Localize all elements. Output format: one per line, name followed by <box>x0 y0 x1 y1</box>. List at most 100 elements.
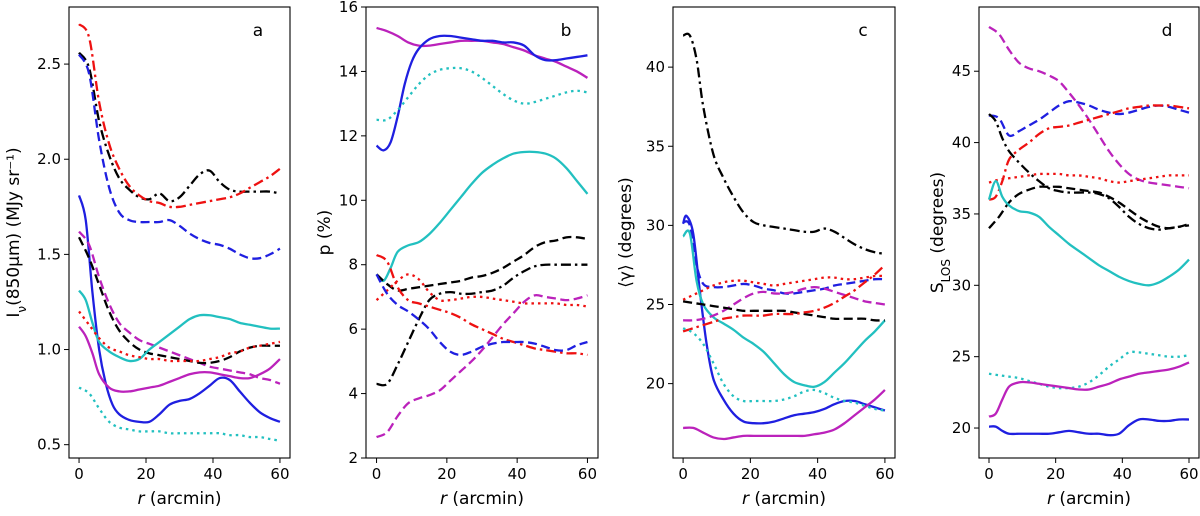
series-line-cyan-solid <box>682 229 886 389</box>
y-tick-label: 40 <box>646 58 665 76</box>
series-group <box>681 32 886 441</box>
y-tick-label: 2 <box>348 449 358 467</box>
y-tick-label: 6 <box>348 320 358 338</box>
y-tick-label: 20 <box>646 375 665 393</box>
series-line-red-dotted <box>78 310 281 363</box>
series-line-red-dashdot <box>682 264 886 333</box>
y-tick-label: 16 <box>339 0 358 16</box>
y-tick-label: 20 <box>952 419 971 437</box>
x-tick-label: 60 <box>875 465 894 483</box>
series-line-black-dashed <box>988 185 1190 230</box>
series-line-red-dotted <box>682 274 885 301</box>
series-line-cyan-dotted <box>78 386 281 443</box>
panel-b: 0 20 40 60 2 4 6 8 10 12 14 16 r (arcmin) p (%) b <box>315 0 599 509</box>
series-line-cyan-dotted <box>988 350 1190 390</box>
panel-letter: c <box>858 21 867 41</box>
x-axis-label: r (arcmin) <box>137 489 221 509</box>
axes-frame <box>365 6 599 459</box>
x-tick-label: 20 <box>1046 465 1065 483</box>
y-tick-label: 1.0 <box>37 341 61 359</box>
y-tick-label: 14 <box>339 62 358 80</box>
x-tick-label: 0 <box>372 465 382 483</box>
y-tick-label: 2.0 <box>37 150 61 168</box>
x-tick-label: 0 <box>678 465 688 483</box>
series-group <box>987 26 1190 437</box>
series-line-cyan-dotted <box>682 327 886 412</box>
series-line-black-dashdot <box>376 263 588 387</box>
y-axis-label: ⟨γ⟩ (degrees) <box>616 177 636 287</box>
panel-letter: a <box>253 21 263 41</box>
panel-a: 0 20 40 60 0.5 1.0 1.5 2.0 2.5 r (arcmin) Iν(850μm… <box>4 6 291 509</box>
series-line-cyan-solid <box>375 150 589 283</box>
x-tick-label: 20 <box>437 465 456 483</box>
axes-frame <box>672 6 896 459</box>
y-tick-label: 25 <box>646 296 665 314</box>
series-line-blue-dashed <box>78 53 281 260</box>
y-tick-label: 4 <box>348 385 358 403</box>
x-tick-label: 60 <box>1179 465 1198 483</box>
y-tick-label: 1.5 <box>37 245 61 263</box>
series-line-red-dashdot <box>988 104 1190 201</box>
series-line-magenta-dashed <box>683 285 886 322</box>
series-line-cyan-solid <box>987 179 1190 287</box>
y-tick-label: 40 <box>952 134 971 152</box>
y-tick-label: 8 <box>348 256 358 274</box>
y-tick-label: 0.5 <box>37 436 61 454</box>
series-line-red-dashdot <box>78 23 281 209</box>
y-axis-label: Iν(850μm) (MJy sr⁻¹) <box>4 147 29 317</box>
series-line-blue-solid <box>77 195 281 424</box>
series-line-magenta-dashed <box>988 26 1190 190</box>
x-tick-label: 0 <box>984 465 994 483</box>
series-line-magenta-solid <box>683 389 886 441</box>
series-line-blue-solid <box>681 214 886 425</box>
y-tick-label: 12 <box>339 127 358 145</box>
series-line-black-dashed <box>682 300 885 322</box>
y-tick-label: 2.5 <box>37 55 61 73</box>
y-tick-label: 35 <box>646 137 665 155</box>
x-tick-label: 20 <box>136 465 155 483</box>
y-tick-label: 35 <box>952 205 971 223</box>
axes-frame <box>978 6 1200 459</box>
y-tick-label: 30 <box>646 216 665 234</box>
axes-frame <box>68 6 291 459</box>
panel-letter: b <box>561 21 572 41</box>
x-tick-label: 60 <box>270 465 289 483</box>
x-tick-label: 40 <box>508 465 527 483</box>
y-axis-label: SLOS (degrees) <box>928 172 953 293</box>
x-axis-label: r (arcmin) <box>1047 489 1131 509</box>
series-line-red-dotted <box>988 172 1189 184</box>
series-line-magenta-solid <box>988 361 1190 418</box>
y-tick-label: 30 <box>952 276 971 294</box>
panel-c: 0 20 40 60 20 25 30 35 40 r (arcmin) ⟨γ⟩ (degrees)… <box>616 6 896 509</box>
x-tick-label: 40 <box>808 465 827 483</box>
series-line-cyan-solid <box>78 289 280 363</box>
x-tick-label: 40 <box>1113 465 1132 483</box>
y-tick-label: 25 <box>952 348 971 366</box>
series-line-magenta-solid <box>78 326 281 393</box>
series-line-blue-solid <box>988 417 1190 437</box>
x-tick-label: 60 <box>578 465 597 483</box>
series-line-black-dashdot <box>988 113 1190 231</box>
series-group <box>375 26 589 439</box>
series-line-red-dotted <box>375 273 588 308</box>
x-tick-label: 20 <box>741 465 760 483</box>
series-group <box>77 23 281 443</box>
y-tick-label: 10 <box>339 191 358 209</box>
series-line-black-dashed <box>78 236 280 365</box>
y-axis-label: p (%) <box>315 210 335 256</box>
panel-letter: d <box>1162 21 1173 41</box>
series-line-magenta-dashed <box>78 230 281 385</box>
series-line-magenta-dashed <box>376 293 588 439</box>
x-axis-label: r (arcmin) <box>440 489 524 509</box>
series-line-blue-solid <box>375 34 588 152</box>
series-line-black-dashdot <box>78 51 281 203</box>
y-tick-label: 45 <box>952 62 971 80</box>
series-line-cyan-dotted <box>376 66 588 122</box>
x-tick-label: 0 <box>74 465 84 483</box>
series-line-black-dashed <box>375 235 588 292</box>
x-tick-label: 40 <box>203 465 222 483</box>
series-line-red-dashdot <box>375 254 588 357</box>
series-line-black-dashdot <box>682 32 886 255</box>
panel-d: 0 20 40 60 20 25 30 35 40 45 r (arcmin) SLOS (degre… <box>928 6 1200 509</box>
